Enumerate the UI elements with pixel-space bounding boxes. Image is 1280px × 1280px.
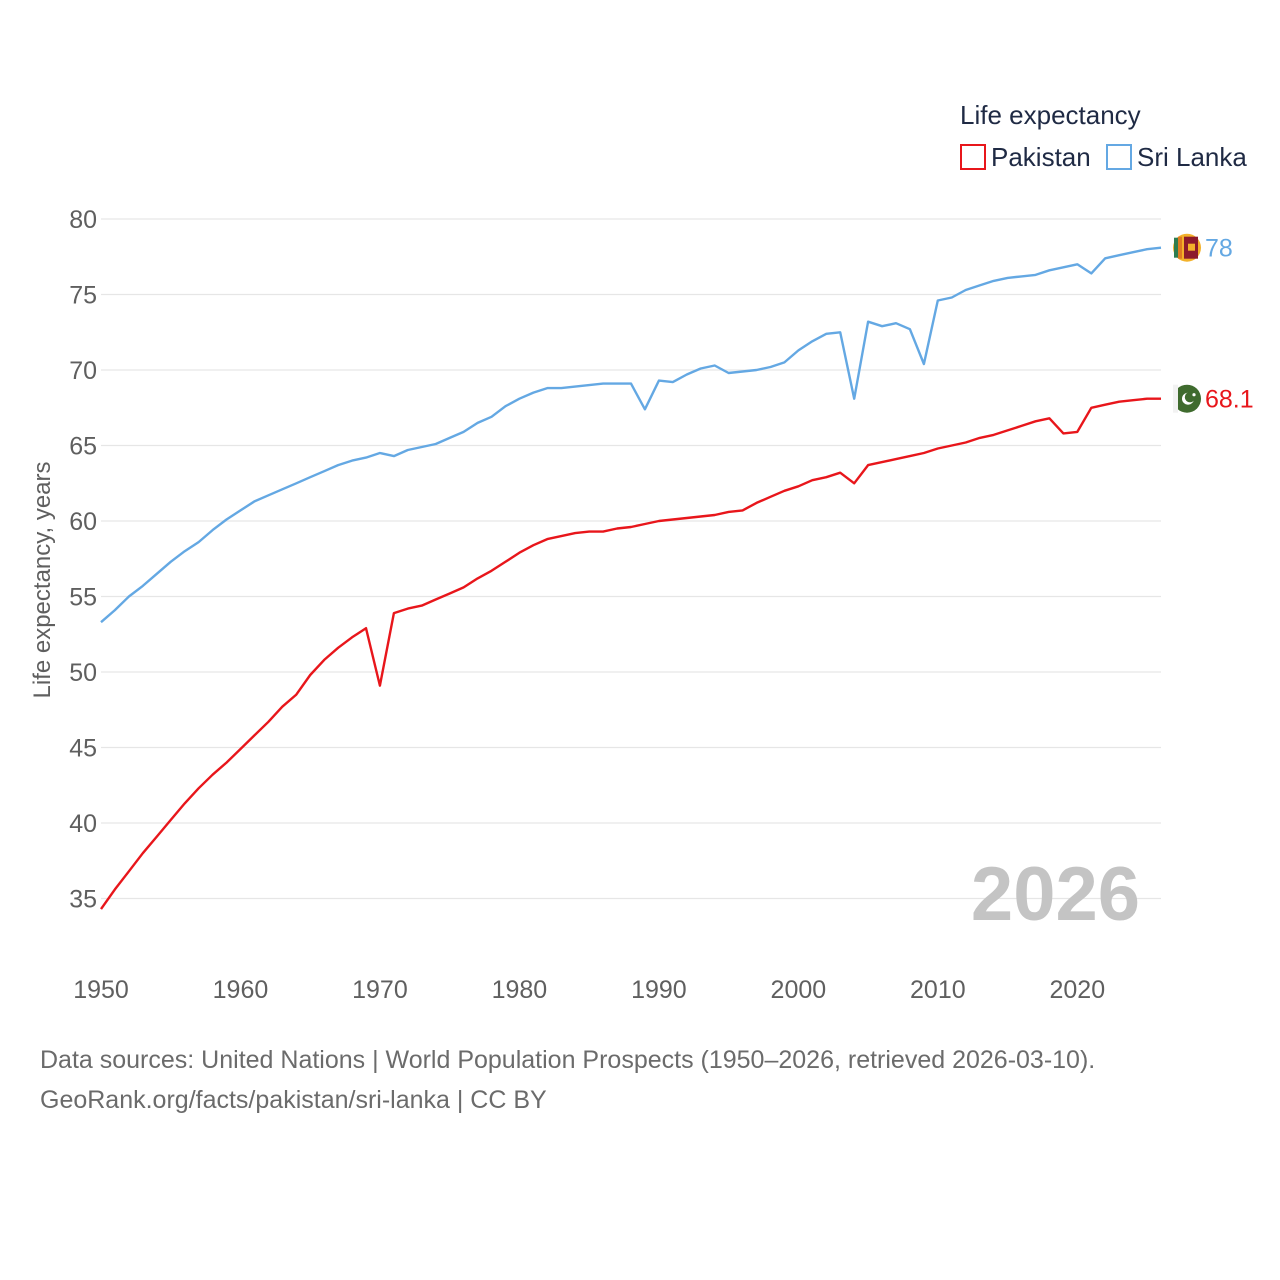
legend-title: Life expectancy [960,100,1141,130]
end-markers: 68.1 78 [1173,233,1254,414]
end-value-label: 68.1 [1205,386,1254,414]
y-tick-label: 55 [69,584,97,612]
series-line-pakistan[interactable] [100,397,1161,910]
y-tick-label: 75 [69,282,97,310]
attribution-link[interactable]: GeoRank.org/facts/pakistan/sri-lanka | C… [40,1086,547,1114]
legend-label-pakistan[interactable]: Pakistan [991,142,1091,172]
y-tick-label: 45 [69,735,97,763]
x-tick-label: 2020 [1050,976,1106,1004]
x-tick-label: 1980 [492,976,548,1004]
y-axis-ticks: 35 40 45 50 55 60 65 70 75 80 [69,206,97,914]
data-sources-text: Data sources: United Nations | World Pop… [40,1046,1096,1074]
gridlines [101,218,1161,900]
y-tick-label: 80 [69,206,97,234]
x-tick-label: 2000 [771,976,827,1004]
y-tick-label: 35 [69,886,97,914]
legend-swatch-pakistan[interactable] [960,144,986,170]
x-tick-label: 1990 [631,976,687,1004]
y-axis-title: Life expectancy, years [29,461,56,698]
end-value-label: 78 [1205,235,1233,263]
pakistan-flag-icon [1173,384,1201,413]
x-tick-label: 2010 [910,976,966,1004]
footer: Data sources: United Nations | World Pop… [40,1040,1240,1120]
series-line-sri-lanka[interactable] [100,246,1162,624]
x-tick-label: 1950 [73,976,129,1004]
sri-lanka-flag-icon [1173,233,1201,262]
x-tick-label: 1970 [352,976,408,1004]
life-expectancy-chart: 35 40 45 50 55 60 65 70 75 80 1950 1960 1970 1980 199… [29,100,1254,1004]
y-tick-label: 65 [69,433,97,461]
legend-label-sri-lanka[interactable]: Sri Lanka [1137,142,1247,172]
series-lines [100,246,1162,910]
y-tick-label: 60 [69,508,97,536]
year-watermark: 2026 [971,852,1140,937]
x-tick-label: 1960 [213,976,269,1004]
y-tick-label: 70 [69,357,97,385]
legend: Life expectancy Pakistan Sri Lanka [960,100,1247,172]
y-tick-label: 40 [69,810,97,838]
y-tick-label: 50 [69,659,97,687]
x-axis-ticks: 1950 1960 1970 1980 1990 2000 2010 2020 [73,976,1105,1004]
legend-swatch-sri-lanka[interactable] [1106,144,1132,170]
